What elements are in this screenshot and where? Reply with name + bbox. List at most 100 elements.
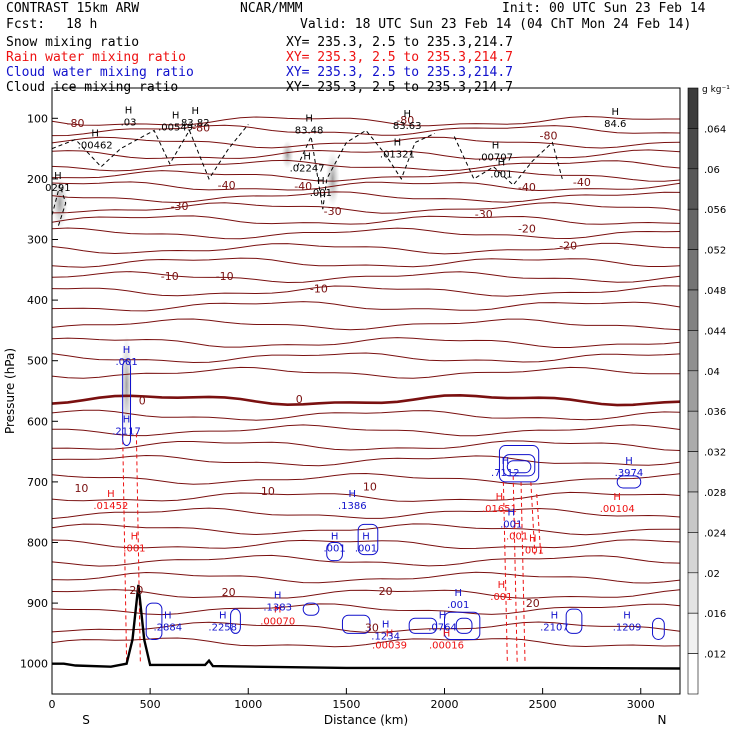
colorbar-tick-label: .06: [704, 165, 720, 176]
isotherm: [51, 409, 681, 421]
y-tick-label: 900: [27, 597, 48, 610]
cloud-contour: [565, 608, 583, 634]
colorbar-cell: [687, 653, 699, 695]
maximum-marker: H: [498, 580, 506, 591]
x-tick-label: 3000: [627, 698, 655, 711]
field-xy-rain: XY= 235.3, 2.5 to 235.3,214.7: [286, 50, 513, 65]
cloud-contour: [455, 617, 473, 634]
organization-label: NCAR/MMM: [240, 1, 303, 16]
isotherm-label: 0: [139, 395, 146, 408]
x-tick-label: 2000: [431, 698, 459, 711]
maximum-label: .3974: [615, 468, 644, 479]
snow-shade: [51, 177, 68, 230]
y-tick-label: 100: [27, 112, 48, 125]
maximum-marker: H: [107, 489, 115, 500]
snow-contours: [51, 124, 563, 228]
maximum-label: .001: [500, 519, 522, 530]
maximum-marker: H: [386, 629, 394, 640]
isotherm: [51, 603, 681, 616]
x-tick-label: 0: [49, 698, 56, 711]
isotherm: [52, 169, 681, 182]
isotherm: [51, 366, 681, 379]
maximum-label: 0291: [45, 183, 70, 194]
cloud-contour: [357, 523, 379, 556]
valid-time: Valid: 18 UTC Sun 23 Feb 14 (04 ChT Mon …: [300, 17, 692, 32]
isotherm-label: -10: [216, 270, 234, 283]
isotherm-label: 10: [363, 481, 377, 494]
maximum-marker: H: [123, 345, 131, 356]
isotherm-label: 20: [526, 597, 540, 610]
plot-frame: [51, 87, 681, 695]
maximum-marker: H: [382, 619, 390, 630]
x-tick-label: 1000: [234, 698, 262, 711]
maximum-marker: H: [439, 610, 447, 621]
colorbar-cell: [687, 87, 699, 129]
cloud-contour: [326, 542, 343, 562]
isotherm: [51, 227, 681, 240]
maximum-label: .1383: [263, 602, 292, 613]
y-tick-label: 300: [27, 234, 48, 247]
maximum-marker: H: [394, 138, 402, 149]
isotherm-lines: [51, 115, 681, 648]
cloud-contour: [122, 360, 132, 447]
rain-contour: [512, 475, 518, 664]
isotherm: [51, 424, 681, 437]
maximum-marker: H: [502, 456, 510, 467]
terrain-line: [52, 584, 681, 670]
maximum-label: .00016: [429, 641, 464, 652]
y-tick-label: 800: [27, 537, 48, 550]
maximum-label: .001: [447, 600, 469, 611]
colorbar-tick-label: .056: [704, 205, 726, 216]
colorbar-tick-label: .044: [704, 326, 726, 337]
maximum-label: .00039: [372, 641, 407, 652]
isotherm: [51, 621, 681, 633]
isotherm: [51, 149, 681, 160]
colorbar-cell: [687, 330, 699, 372]
maximum-marker: H: [91, 129, 99, 140]
field-name-snow: Snow mixing ratio: [6, 35, 140, 50]
isotherm: [51, 136, 681, 149]
maximum-marker: H: [507, 507, 515, 518]
maximum-label: .001: [490, 592, 512, 603]
y-tick-label: 700: [27, 476, 48, 489]
colorbar-tick-label: .064: [704, 124, 726, 135]
isotherm-label: -20: [518, 223, 536, 236]
colorbar-tick-label: .036: [704, 407, 726, 418]
maximum-marker: H: [362, 532, 370, 543]
maximum-label: .2107: [540, 622, 569, 633]
isotherm-label: 20: [129, 584, 143, 597]
maximum-label: .1386: [338, 501, 367, 512]
x-axis-start-label: S: [82, 713, 90, 727]
maximum-marker: H: [625, 456, 633, 467]
cloud-contour: [502, 454, 536, 477]
maximum-label: .2884: [153, 622, 182, 633]
maximum-marker: H: [54, 171, 62, 182]
x-tick-label: 500: [140, 698, 161, 711]
maximum-label: .00104: [600, 504, 635, 515]
maximum-marker: H: [498, 158, 506, 169]
colorbar-cell: [687, 572, 699, 614]
field-name-cloud-water: Cloud water mixing ratio: [6, 65, 194, 80]
maximum-marker: H: [172, 110, 180, 121]
maximum-label: .001: [522, 545, 544, 556]
colorbar-tick-label: .024: [704, 528, 726, 539]
colorbar-cell: [687, 612, 699, 654]
maximum-marker: H: [611, 107, 619, 118]
colorbar-cell: [687, 249, 699, 291]
isotherm-label: -80: [396, 114, 414, 127]
forecast-hour: 18 h: [66, 17, 98, 32]
isotherm: [51, 115, 680, 127]
y-tick-label: 600: [27, 415, 48, 428]
isotherm: [51, 454, 681, 467]
maximum-marker: H: [125, 106, 133, 117]
maximum-label: .001: [310, 188, 332, 199]
maximum-label: .001: [506, 531, 528, 542]
isotherm-label: -80: [67, 117, 85, 130]
contour-labels: -80 -80 -80 -80 -40 -40 -40 -40 -30 -30 -30 -20 -20 -…: [45, 106, 643, 652]
isotherm: [51, 242, 681, 255]
y-axis-title: Pressure (hPa): [3, 348, 17, 434]
rain-contour: [502, 481, 508, 664]
cloud-contour: [506, 460, 532, 474]
colorbar-cell: [687, 168, 699, 210]
rain-contour: [536, 493, 542, 555]
